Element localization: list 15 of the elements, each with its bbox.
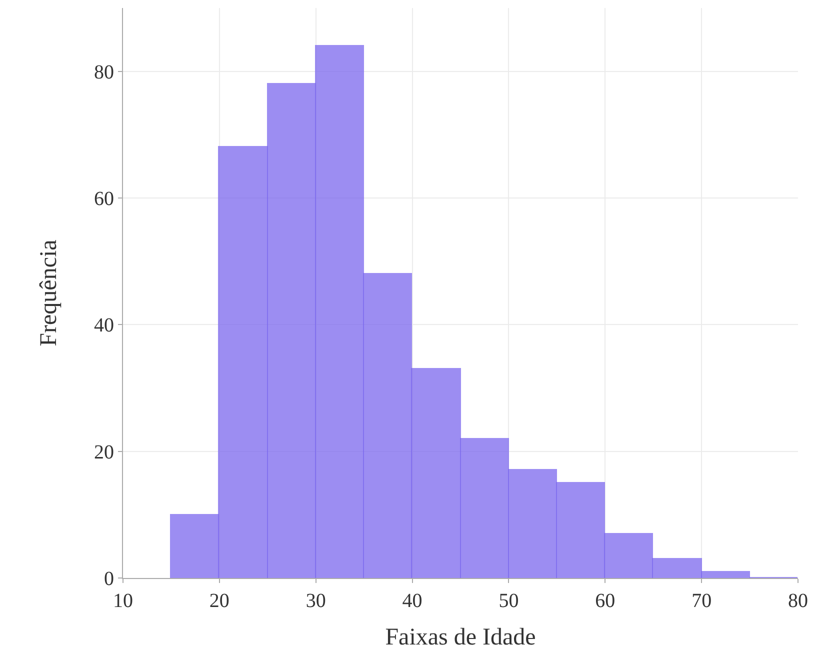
- x-tick-label: 10: [113, 590, 133, 612]
- x-tick-label: 20: [209, 590, 230, 612]
- y-tick-label: 60: [94, 188, 114, 210]
- x-tick-label: 70: [692, 590, 712, 612]
- x-tick-label: 30: [306, 590, 326, 612]
- y-tick-label: 40: [94, 314, 114, 337]
- y-tick-label: 80: [94, 61, 114, 84]
- x-axis-title: Faixas de Idade: [385, 624, 536, 650]
- y-axis-title: Frequência: [36, 239, 62, 346]
- y-tick-label: 20: [94, 441, 114, 464]
- x-tick-label: 60: [595, 590, 616, 612]
- x-tick-label: 50: [498, 590, 519, 612]
- x-tick-label: 80: [788, 590, 808, 612]
- y-tick-label: 0: [104, 568, 114, 590]
- x-tick-label: 40: [402, 590, 422, 612]
